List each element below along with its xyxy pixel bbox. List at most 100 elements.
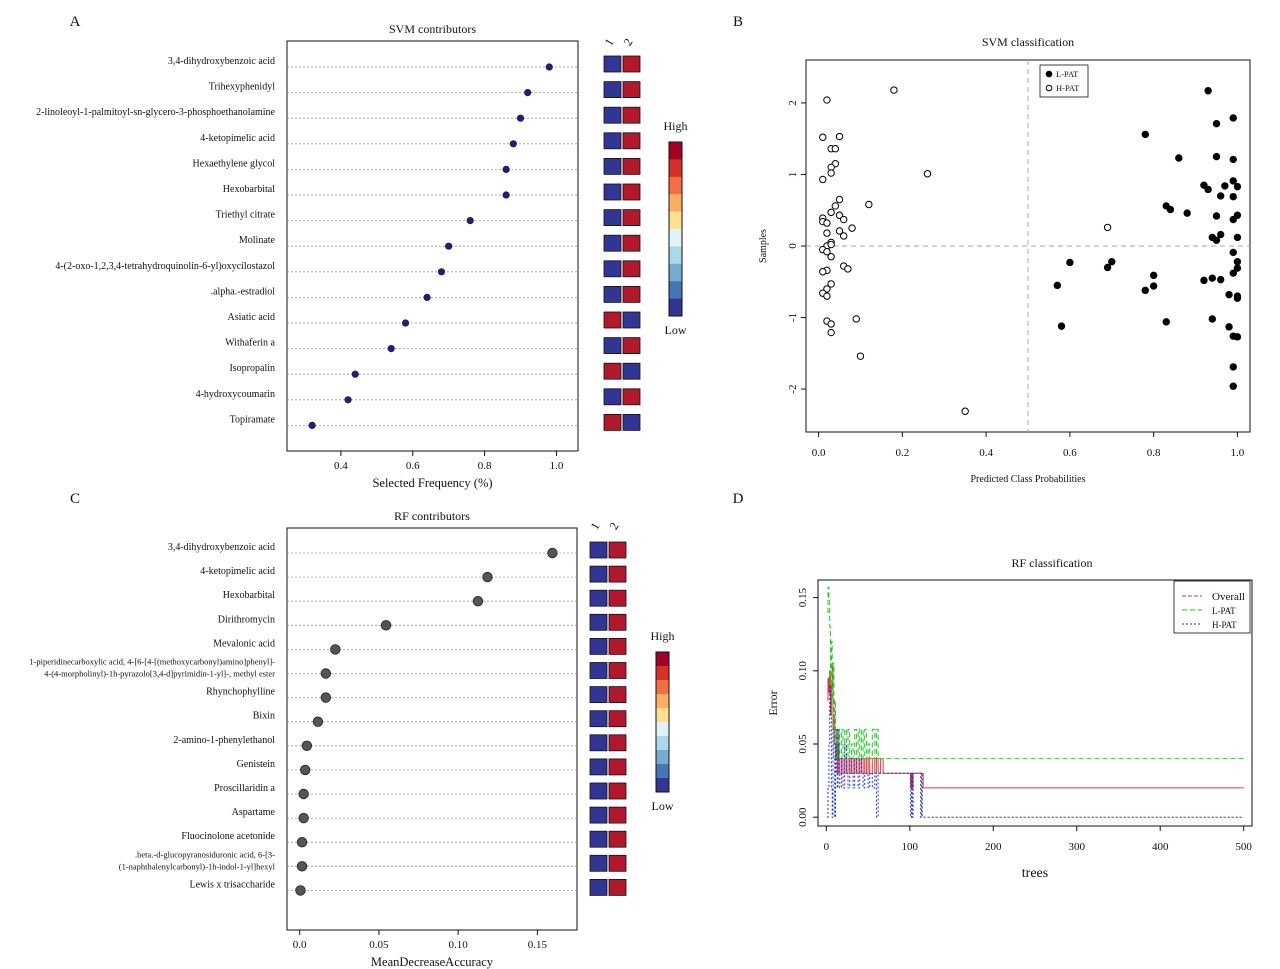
panel-c-colorbar: High Low	[651, 629, 675, 813]
panel-a-heat-cell	[622, 337, 641, 355]
panel-a-heat-cell	[603, 183, 622, 201]
panel-letter-b: B	[733, 14, 743, 30]
panel-a-row-label: .alpha.-estradiol	[211, 286, 276, 297]
panel-letter-d: D	[733, 491, 744, 507]
panel-d-x-tick-label: 300	[1068, 841, 1085, 853]
panel-d-x-tick-label: 200	[985, 841, 1002, 853]
panel-b-point-h-pat	[856, 352, 865, 360]
panel-c-row-label: Rhynchophylline	[206, 687, 275, 698]
panel-b-point-l-pat	[1225, 290, 1233, 299]
panel-a-heat-cell	[622, 388, 641, 406]
panel-c-point	[380, 620, 392, 631]
panel-b-point-h-pat	[961, 407, 969, 415]
panel-a-colorbar-step	[669, 289, 682, 300]
panel-b-point-h-pat	[835, 132, 844, 141]
panel-b-point-l-pat	[1229, 114, 1237, 122]
panel-a-heat-cell	[622, 106, 641, 124]
panel-c-heat-cell	[608, 589, 627, 607]
panel-b-point-l-pat	[1057, 322, 1066, 330]
panel-b-x-tick-label: 1.0	[1231, 447, 1245, 459]
panel-c-colorbar-step	[656, 687, 669, 695]
panel-b-point-l-pat	[1229, 155, 1237, 164]
panel-c-row-label: 1-piperidinecarboxylic acid, 4-[6-[4-[(m…	[29, 657, 275, 667]
panel-a-colorbar-step	[669, 298, 682, 308]
panel-a-heat-cell	[603, 413, 622, 431]
panel-b-point-h-pat	[823, 248, 831, 256]
panel-a-heat-cell	[622, 311, 641, 329]
panel-c-colorbar-step	[656, 708, 669, 716]
panel-c-point	[320, 692, 332, 703]
panel-a-point	[423, 293, 431, 301]
panel-a-x-tick-label: 0.8	[478, 460, 492, 472]
panel-b-point-l-pat	[1212, 119, 1221, 128]
panel-c-row-label: 2-amino-1-phenylethanol	[173, 735, 275, 746]
panel-c-point	[298, 812, 309, 824]
panel-b-point-h-pat	[827, 208, 835, 217]
panel-d-y-tick-label: 0.05	[797, 734, 809, 754]
panel-c-row-label: .beta.-d-glucopyranosiduronic acid, 6-[3…	[135, 849, 275, 859]
panel-a-heat-cell	[603, 81, 622, 98]
panel-c-x-tick-label: 0.05	[369, 939, 389, 951]
panel-a-row-label: 3,4-dihydroxybenzoic acid	[168, 56, 275, 67]
panel-b-point-h-pat	[839, 232, 848, 240]
panel-a-x-label: Selected Frequency (%)	[372, 476, 492, 490]
panel-a-row-label: 4-hydroxycoumarin	[196, 389, 275, 400]
panel-c-row-label: Bixin	[253, 711, 275, 722]
panel-a-point	[445, 242, 453, 250]
panel-c-heat-cell	[608, 806, 627, 824]
panel-b-point-h-pat	[823, 292, 831, 300]
panel-b-point-l-pat	[1233, 294, 1242, 302]
panel-c-heat-cell	[589, 854, 608, 872]
panel-a-colorbar-step	[669, 246, 682, 256]
panel-b-point-h-pat	[819, 268, 827, 276]
panel-c-row-label: Hexobarbital	[223, 590, 275, 601]
panel-b-point-h-pat	[923, 170, 932, 178]
panel-a-colorbar-low-label: Low	[665, 323, 687, 337]
panel-a-row-label: Withaferin a	[225, 338, 275, 349]
panel-b-point-l-pat	[1233, 233, 1242, 242]
panel-a-colorbar-step	[669, 159, 682, 169]
panel-b-point-h-pat	[835, 195, 844, 204]
panel-a-heat-column-label: 2	[620, 36, 635, 48]
panel-d-y-tick-label: 0.10	[797, 661, 809, 681]
panel-c-title: RF contributors	[394, 509, 470, 523]
panel-b-point-l-pat	[1166, 205, 1175, 214]
panel-c-colorbar-high-label: High	[651, 629, 675, 643]
panel-a-colorbar-step	[669, 168, 682, 178]
panel-b-point-h-pat	[844, 265, 852, 273]
panel-d-x-label: trees	[1022, 866, 1048, 881]
panel-c-row-label: Lewis x trisaccharide	[189, 879, 275, 890]
panel-c-colorbar-step	[656, 694, 669, 702]
panel-b: SVM classification 0.0 0.2 0.4 0.6 0.8 1.0 -2 -1…	[758, 35, 1251, 485]
panel-c-heat-cell	[589, 686, 608, 703]
panel-a-heat-cell	[603, 260, 622, 278]
panel-a-row-label: Trihexyphenidyl	[209, 82, 276, 93]
panel-c-colorbar-step	[656, 715, 669, 723]
panel-a-point	[502, 165, 510, 173]
panel-b-point-h-pat	[819, 133, 827, 141]
panel-a: SVM contributors 3,4-dihydroxybenzoic aci…	[36, 22, 641, 490]
panel-b-x-tick-label: 0.0	[812, 447, 826, 459]
panel-b-y-tick-label: 1	[787, 172, 799, 178]
panel-letter-a: A	[70, 14, 81, 30]
panel-c-heat-cell	[589, 541, 608, 559]
panel-a-x-tick-label: 1.0	[550, 460, 564, 472]
panel-b-y-label: Samples	[758, 229, 769, 263]
panel-b-point-l-pat	[1208, 274, 1217, 282]
panel-b-point-l-pat	[1103, 263, 1112, 272]
panel-a-heat-cell	[603, 157, 622, 175]
panel-b-x-tick-label: 0.8	[1147, 447, 1161, 459]
panel-a-heat-cell	[603, 106, 622, 124]
panel-a-heat-cell	[603, 311, 622, 329]
panel-b-point-l-pat	[1216, 192, 1225, 200]
panel-b-point-l-pat	[1204, 87, 1212, 95]
panel-a-heat-cell	[603, 234, 622, 252]
panel-b-x-tick-label: 0.6	[1063, 447, 1077, 459]
panel-c-colorbar-step	[656, 764, 669, 772]
panel-a-heat-cell	[622, 234, 641, 252]
panel-c-heat-cell	[589, 782, 608, 800]
panel-a-row-label: 4-(2-oxo-1,2,3,4-tetrahydroquinolin-6-yl…	[55, 261, 275, 272]
panel-c-row-label-line2: 4-(4-morpholinyl)-1h-pyrazolo[3,4-d]pyri…	[44, 669, 275, 679]
panel-b-point-h-pat	[823, 229, 831, 237]
panel-a-heat-cell	[622, 55, 641, 73]
